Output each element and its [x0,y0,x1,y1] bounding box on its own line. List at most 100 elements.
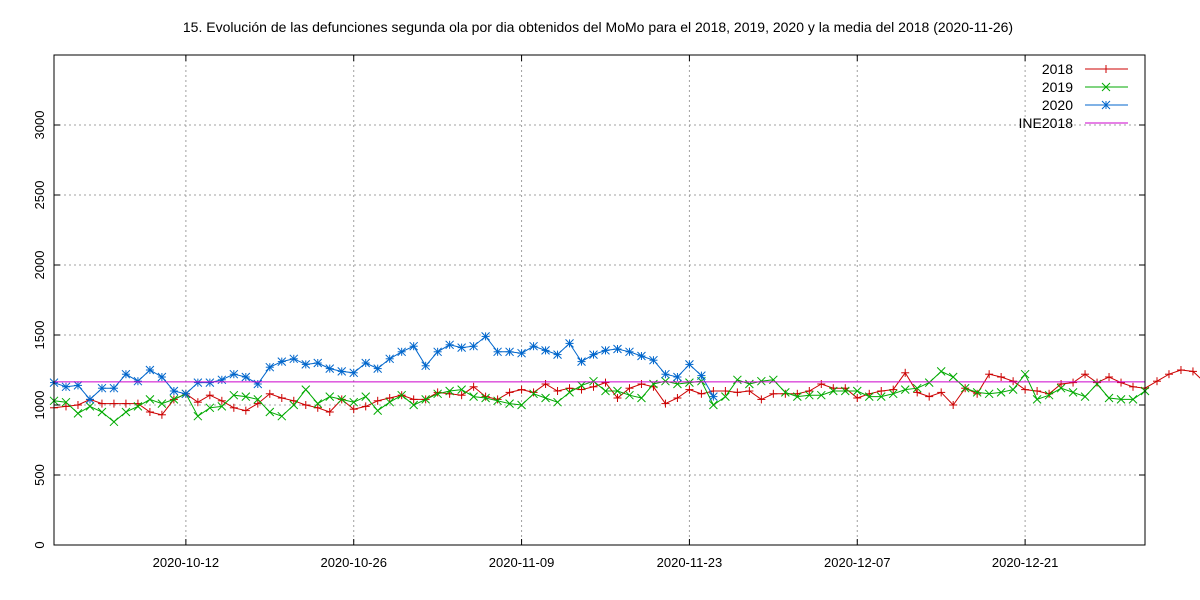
data-point-2019 [481,393,490,403]
data-point-2020 [385,354,395,364]
data-point-2018 [805,387,814,395]
data-point-2019 [828,386,838,396]
data-point-2019 [421,395,431,404]
data-point-2019 [912,383,922,393]
y-tick-label: 1500 [32,321,47,350]
data-point-2019 [816,390,826,400]
data-point-2019 [517,400,526,410]
data-point-2019 [577,381,586,390]
data-point-2019 [792,392,802,401]
data-point-2018 [1188,367,1197,376]
data-point-2019 [948,372,958,382]
data-point-2019 [217,402,227,411]
chart-title: 15. Evolución de las defunciones segunda… [183,19,1013,35]
x-tick-label: 2020-10-12 [153,555,220,570]
data-point-2018 [505,388,514,397]
data-point-2019 [349,397,359,407]
data-point-2019 [97,407,107,417]
data-point-2018 [661,399,670,408]
data-point-2018 [109,399,118,408]
data-point-2019 [625,390,634,400]
grid [54,55,1145,545]
data-point-2018 [121,399,130,408]
data-point-2020 [481,332,490,341]
data-point-2018 [1164,370,1173,379]
data-point-2020 [685,360,694,369]
data-point-2019 [241,392,251,401]
data-point-2018 [253,399,262,408]
y-tick-label: 2500 [32,181,47,210]
data-point-2018 [1057,380,1066,388]
data-point-2019 [780,388,790,397]
data-point-2020 [493,347,502,357]
data-point-2019 [277,411,287,421]
y-tick-label: 1000 [32,391,47,420]
data-point-2020 [169,386,179,396]
data-point-2018 [853,394,862,402]
data-point-2020 [73,381,83,390]
data-point-2020 [517,348,526,358]
data-point-2018 [1021,385,1030,394]
data-point-2020 [301,360,311,369]
data-point-2020 [565,339,574,348]
data-point-2018 [889,385,898,394]
plot-frame [53,54,1146,546]
data-point-2019 [313,399,323,408]
series-2020 [49,332,718,404]
data-point-2018 [745,387,754,395]
data-point-2018 [1033,387,1042,395]
data-point-2020 [637,351,646,361]
data-point-2020 [661,369,670,379]
data-point-2020 [529,341,538,351]
data-point-2019 [541,393,550,403]
series-line-2019 [53,370,1146,423]
data-point-2019 [685,378,694,387]
data-point-2018 [457,391,466,400]
x-tick-label: 2020-11-09 [489,555,555,570]
data-point-2019 [1068,388,1078,397]
data-point-2018 [217,396,226,405]
data-point-2018 [553,387,562,395]
data-point-2019 [864,392,874,401]
data-point-2020 [325,364,335,373]
data-point-2018 [517,385,526,394]
data-point-2019 [1128,395,1138,404]
data-point-2018 [985,370,994,379]
data-point-2019 [73,409,83,418]
data-point-2019 [61,397,71,407]
data-point-2019 [169,395,179,404]
data-point-2019 [445,386,454,396]
data-point-2019 [301,385,311,394]
data-point-2020 [457,343,466,352]
data-point-2018 [301,401,310,409]
data-point-2018 [73,401,82,409]
data-point-2020 [433,347,443,357]
legend-marker-2018 [1102,65,1110,73]
data-point-2018 [973,389,982,398]
data-point-2018 [61,402,70,411]
series-2019 [49,367,1150,427]
data-point-2019 [1092,379,1102,389]
data-point-2020 [349,368,359,378]
legend-entry-2019: 2019 [1042,79,1128,95]
data-point-2018 [1117,378,1126,387]
data-point-2018 [601,378,610,387]
data-point-2018 [1152,377,1161,386]
data-point-2019 [493,396,502,406]
data-point-2018 [469,382,478,391]
x-tick-label: 2020-10-26 [320,555,387,570]
data-point-2019 [373,406,383,415]
data-point-2020 [157,372,167,382]
data-point-2018 [241,406,250,415]
data-point-2018 [625,384,634,393]
data-point-2020 [649,355,658,365]
data-point-2018 [733,388,742,397]
data-point-2019 [996,388,1006,397]
data-point-2019 [888,389,898,399]
data-point-2019 [337,395,347,404]
data-point-2018 [817,380,826,388]
data-point-2019 [145,395,155,404]
data-point-2019 [924,378,934,387]
data-point-2019 [613,386,622,396]
data-point-2020 [397,347,407,357]
